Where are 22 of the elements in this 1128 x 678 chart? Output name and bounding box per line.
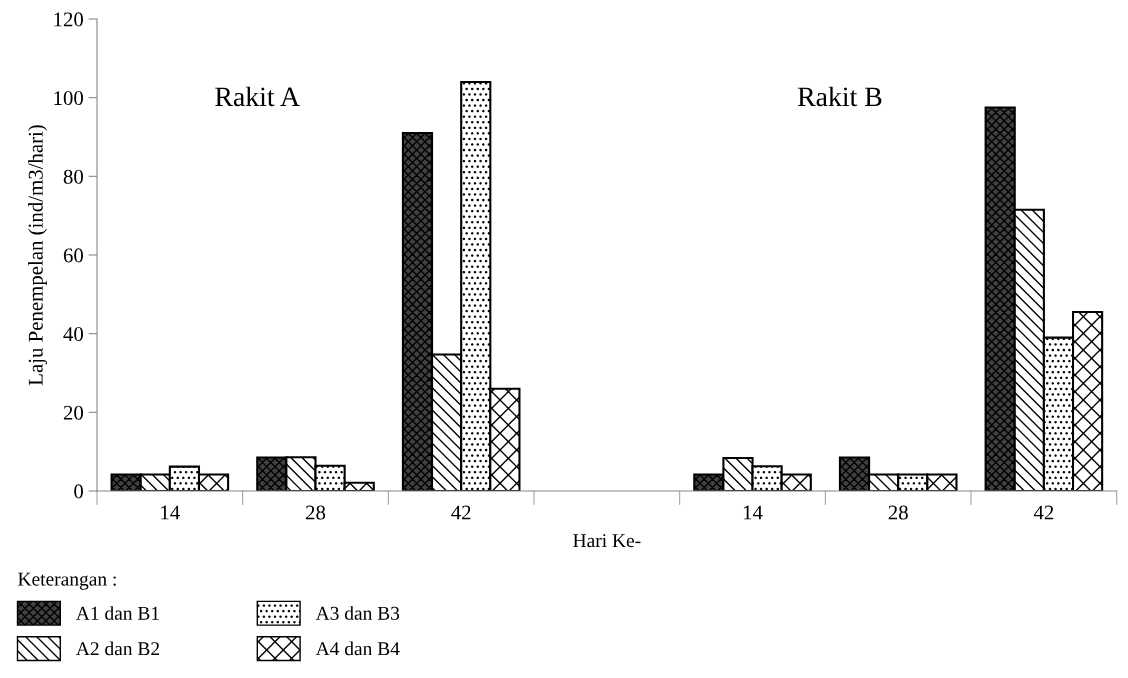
y-tick-label: 100: [54, 91, 84, 106]
x-tick-label: 14: [743, 505, 763, 520]
y-tick-label: 0: [74, 484, 84, 499]
annotation: Rakit B: [797, 86, 882, 107]
legend-label: A2 dan B2: [76, 641, 160, 656]
y-tick-label: 80: [63, 169, 84, 184]
x-tick-label: 28: [306, 505, 326, 520]
x-tick-label: 42: [1033, 505, 1054, 520]
legend-label: A1 dan B1: [76, 606, 159, 620]
y-tick-label: 40: [63, 327, 84, 342]
y-axis-title: Laju Penempelan (ind/m3/hari): [28, 125, 47, 386]
x-axis-title: Hari Ke-: [573, 534, 641, 548]
x-tick-label: 14: [161, 505, 180, 520]
x-tick-label: 42: [451, 505, 471, 520]
legend-title: Keterangan :: [18, 572, 116, 590]
legend-label: A4 dan B4: [315, 641, 400, 656]
x-tick-label: 28: [888, 505, 908, 520]
y-tick-label: 60: [63, 248, 84, 263]
y-tick-label: 120: [54, 12, 84, 27]
y-tick-label: 20: [63, 405, 84, 420]
legend-label: A3 dan B3: [315, 606, 400, 620]
annotation: Rakit A: [215, 86, 300, 107]
